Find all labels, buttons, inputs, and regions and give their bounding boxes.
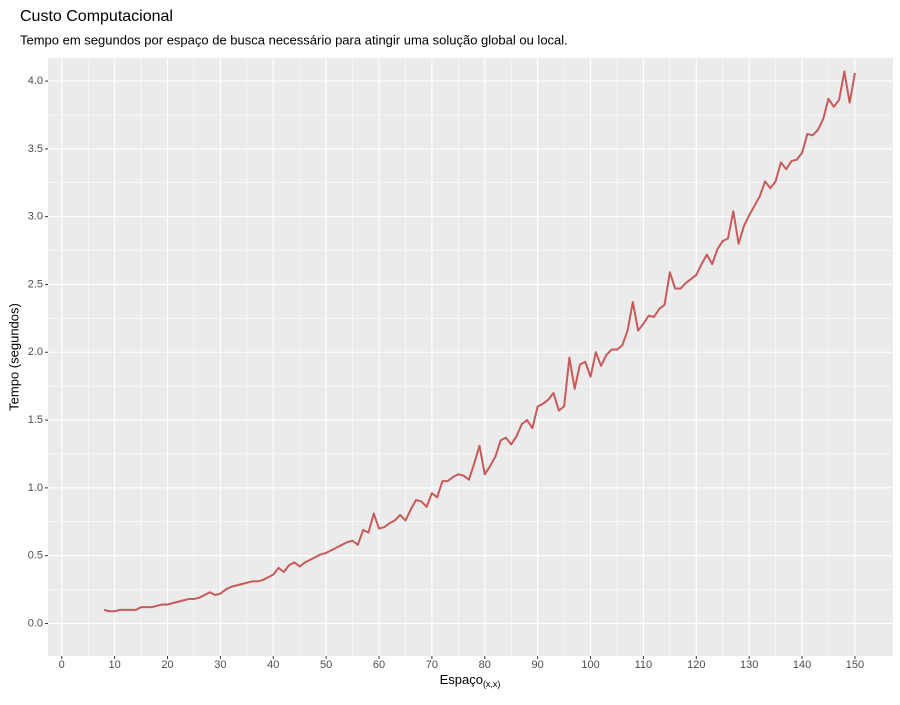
x-label-main: Espaço	[440, 672, 483, 687]
x-tick-label: 0	[59, 659, 65, 671]
y-tick-label: 0.5	[28, 550, 43, 562]
x-tick-label: 120	[687, 659, 705, 671]
x-tick-label: 140	[793, 659, 811, 671]
x-tick-label: 100	[581, 659, 599, 671]
chart-subtitle: Tempo em segundos por espaço de busca ne…	[20, 32, 568, 47]
y-tick-label: 4.0	[28, 75, 43, 87]
x-tick-label: 40	[267, 659, 279, 671]
y-tick-label: 2.0	[28, 346, 43, 358]
x-tick-label: 20	[161, 659, 173, 671]
y-tick-label: 1.5	[28, 414, 43, 426]
y-tick-label: 0.0	[28, 617, 43, 629]
x-tick-label: 80	[479, 659, 491, 671]
y-tick-label: 3.5	[28, 143, 43, 155]
y-axis-label: Tempo (segundos)	[6, 303, 21, 411]
chart-title: Custo Computacional	[20, 8, 173, 25]
x-tick-label: 70	[426, 659, 438, 671]
x-tick-label: 90	[532, 659, 544, 671]
y-tick-label: 2.5	[28, 278, 43, 290]
data-line	[103, 70, 856, 613]
x-tick-label: 10	[109, 659, 121, 671]
y-tick-label: 3.0	[28, 211, 43, 223]
x-tick-label: 50	[320, 659, 332, 671]
x-tick-label: 130	[740, 659, 758, 671]
x-label-subscript: (x,x)	[483, 679, 501, 689]
plot-panel	[48, 58, 893, 656]
x-tick-label: 60	[373, 659, 385, 671]
x-tick-label: 110	[635, 659, 653, 671]
x-tick-label: 30	[214, 659, 226, 671]
x-tick-label: 150	[846, 659, 864, 671]
y-tick-label: 1.0	[28, 482, 43, 494]
x-axis-label: Espaço(x,x)	[440, 672, 501, 689]
